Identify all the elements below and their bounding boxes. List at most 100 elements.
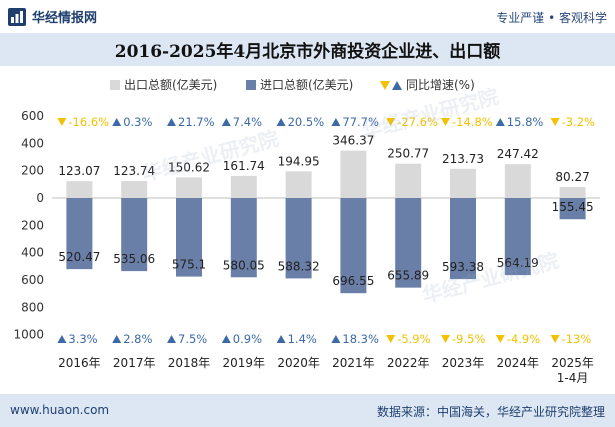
- y-tick-label: 800: [21, 300, 44, 314]
- x-category-label: 2021年: [332, 356, 375, 370]
- export-bar: [504, 164, 531, 198]
- import-growth-down-icon: [441, 335, 450, 343]
- import-value-label: 593.38: [442, 260, 484, 274]
- import-bar: [504, 198, 531, 276]
- x-category-label: 2025年: [551, 356, 594, 370]
- x-category-label: 1-4月: [557, 371, 589, 385]
- y-tick-label: 200: [21, 164, 44, 178]
- export-growth-up-icon: [112, 118, 122, 126]
- export-value-label: 250.77: [387, 147, 429, 161]
- legend-swatch-export: [110, 80, 120, 90]
- export-growth-up-icon: [331, 118, 341, 126]
- import-bar: [340, 198, 367, 294]
- import-growth-label: -9.5%: [452, 332, 485, 346]
- import-bar: [230, 198, 257, 278]
- import-value-label: 155.45: [552, 200, 594, 214]
- x-category-label: 2020年: [277, 356, 320, 370]
- legend-label-growth: 同比增速(%): [406, 78, 475, 92]
- export-value-label: 247.42: [497, 147, 539, 161]
- footer-source: 数据来源：中国海关，华经产业研究院整理: [376, 405, 605, 419]
- export-value-label: 194.95: [278, 154, 320, 168]
- import-growth-up-icon: [112, 335, 122, 343]
- import-growth-up-icon: [221, 335, 231, 343]
- chart-title: 2016-2025年4月北京市外商投资企业进、出口额: [114, 42, 501, 62]
- x-category-label: 2017年: [113, 356, 156, 370]
- export-bar: [450, 168, 476, 198]
- import-growth-label: -4.9%: [507, 332, 540, 346]
- y-tick-label: 400: [21, 136, 44, 150]
- export-growth-label: 15.8%: [507, 115, 544, 129]
- import-bar: [285, 198, 312, 279]
- export-bar: [340, 150, 367, 198]
- export-growth-up-icon: [167, 118, 176, 126]
- export-value-label: 346.37: [332, 134, 374, 148]
- import-growth-up-icon: [167, 335, 176, 343]
- export-bar: [66, 181, 93, 198]
- y-tick-label: 600: [21, 109, 44, 123]
- import-value-label: 575.1: [172, 258, 206, 272]
- export-value-label: 161.74: [223, 159, 265, 173]
- export-bar: [121, 181, 148, 198]
- x-category-label: 2016年: [58, 356, 101, 370]
- import-growth-label: -13%: [562, 332, 592, 346]
- import-growth-label: 1.4%: [288, 332, 317, 346]
- legend-swatch-import: [246, 80, 256, 90]
- export-growth-up-icon: [221, 118, 231, 126]
- legend-up-triangle-icon: [392, 81, 402, 90]
- footer: www.huaon.com 数据来源：中国海关，华经产业研究院整理: [0, 394, 615, 427]
- import-growth-label: 3.3%: [68, 332, 97, 346]
- export-growth-down-icon: [386, 118, 396, 126]
- legend-label-export: 出口总额(亿美元): [124, 77, 217, 92]
- y-tick-label: 600: [21, 273, 44, 287]
- brand-name: 华经情报网: [32, 11, 98, 26]
- y-tick-label: 1000: [13, 328, 44, 342]
- chart: 出口总额(亿美元) 进口总额(亿美元) 同比增速(%) 600 400 200 0 200 40…: [13, 77, 600, 385]
- import-bar: [66, 198, 93, 270]
- export-growth-label: 77.7%: [342, 115, 379, 129]
- export-growth-label: -3.2%: [562, 115, 595, 129]
- import-bar: [559, 198, 586, 220]
- export-bar: [176, 177, 202, 198]
- brand-logo-icon: [8, 7, 26, 26]
- import-bar: [176, 198, 202, 277]
- import-growth-label: 18.3%: [342, 332, 379, 346]
- import-growth-label: -5.9%: [397, 332, 430, 346]
- import-growth-up-icon: [57, 335, 67, 343]
- import-value-label: 564.19: [497, 256, 539, 270]
- export-value-label: 80.27: [555, 170, 589, 184]
- export-growth-label: -16.6%: [68, 115, 109, 129]
- x-category-label: 2023年: [442, 356, 485, 370]
- import-growth-label: 7.5%: [178, 332, 207, 346]
- export-bar: [559, 187, 586, 198]
- import-value-label: 520.47: [58, 250, 100, 264]
- import-growth-label: 2.8%: [123, 332, 152, 346]
- y-tick-label: 400: [21, 246, 44, 260]
- export-growth-label: -14.8%: [452, 115, 493, 129]
- x-category-label: 2022年: [387, 356, 430, 370]
- brand: 华经情报网: [8, 7, 97, 26]
- x-category-label: 2024年: [497, 356, 540, 370]
- import-growth-up-icon: [331, 335, 341, 343]
- import-growth-down-icon: [495, 335, 505, 343]
- export-value-label: 150.62: [168, 160, 210, 174]
- export-bar: [230, 175, 257, 198]
- import-bar: [450, 198, 476, 280]
- legend-label-import: 进口总额(亿美元): [260, 77, 353, 92]
- export-growth-label: 7.4%: [233, 115, 262, 129]
- import-value-label: 535.06: [113, 252, 155, 266]
- import-growth-up-icon: [276, 335, 286, 343]
- export-growth-up-icon: [495, 118, 505, 126]
- export-growth-down-icon: [57, 118, 67, 126]
- import-growth-down-icon: [386, 335, 396, 343]
- footer-url[interactable]: www.huaon.com: [10, 403, 110, 417]
- export-growth-down-icon: [441, 118, 450, 126]
- export-value-label: 123.74: [113, 164, 155, 178]
- x-category-label: 2019年: [223, 356, 266, 370]
- import-value-label: 655.89: [387, 269, 429, 283]
- import-bar: [121, 198, 148, 272]
- export-growth-label: 21.7%: [178, 115, 215, 129]
- export-bar: [395, 163, 422, 198]
- y-tick-label: 200: [21, 218, 44, 232]
- import-value-label: 588.32: [278, 259, 320, 273]
- import-value-label: 580.05: [223, 258, 265, 272]
